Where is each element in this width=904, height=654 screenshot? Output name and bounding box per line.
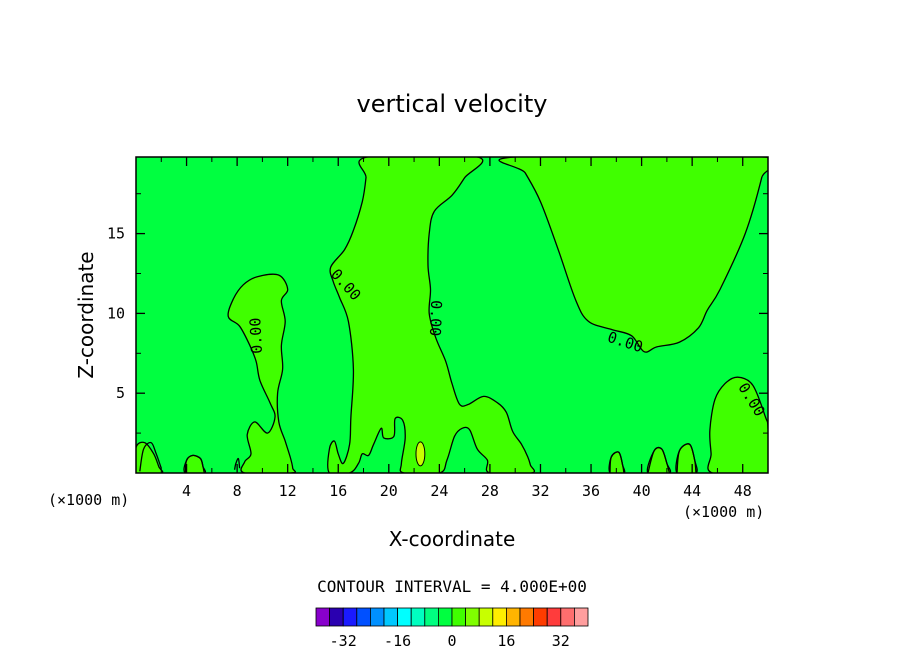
x-tick-label: 24 (430, 482, 448, 500)
colorbar-cell (437, 607, 453, 627)
x-axis: 4 8 12 16 20 24 28 32 36 40 44 48 (160, 157, 752, 500)
colorbar-cell (424, 607, 439, 627)
x-tick-label: 32 (531, 482, 549, 500)
colorbar-tick-label: -16 (384, 632, 411, 650)
contour-line-small-4 (676, 443, 697, 473)
contour-interval-text: CONTOUR INTERVAL = 4.000E+00 (317, 577, 587, 596)
colorbar-cell (329, 607, 344, 627)
colorbar-cell (560, 607, 575, 627)
colorbar-cell (410, 607, 426, 627)
contour-label: 0.00 (246, 317, 266, 354)
colorbar-cell (546, 607, 562, 627)
contour-line-central-plume (327, 157, 536, 473)
contour-line-small-2 (233, 457, 241, 470)
colorbar: -32 -16 0 16 32 (315, 607, 589, 650)
colorbar-tick-label: 32 (552, 632, 570, 650)
y-tick-label: 10 (107, 304, 125, 322)
colorbar-cell (397, 607, 412, 627)
positive-regions (136, 157, 768, 473)
colorbar-cell (383, 607, 399, 627)
x-tick-label: 48 (734, 482, 752, 500)
colorbar-cell (519, 607, 535, 627)
contour-label-group-1: 0.00 (426, 300, 445, 337)
contour-line-left-column (227, 273, 297, 473)
contour-line-small-0 (139, 441, 162, 472)
chart-title: vertical velocity (357, 90, 548, 118)
y-axis: 5 10 15 (107, 193, 768, 434)
positive-region-right-bump (707, 377, 768, 473)
x-unit-right: (×1000 m) (683, 503, 764, 521)
x-tick-label: 28 (481, 482, 499, 500)
x-tick-label: 36 (582, 482, 600, 500)
contour-line-small-5 (609, 451, 625, 473)
colorbar-cell (356, 607, 371, 627)
contour-line-upper-right-lobe (498, 157, 768, 353)
colorbar-cell (505, 607, 521, 627)
colorbar-cell (342, 607, 358, 627)
x-tick-label: 12 (279, 482, 297, 500)
colorbar-cell (315, 607, 331, 627)
small-positive-cell (415, 441, 426, 467)
y-tick-label: 15 (107, 225, 125, 243)
colorbar-cell (478, 607, 494, 627)
contour-label: 0.00 (426, 300, 445, 337)
x-axis-label: X-coordinate (389, 527, 516, 551)
x-tick-label: 20 (380, 482, 398, 500)
x-tick-label: 16 (329, 482, 347, 500)
positive-region-bump-5 (184, 455, 206, 473)
colorbar-cell (369, 607, 385, 627)
contour-line-right-bump (707, 376, 768, 473)
colorbar-cell (492, 607, 507, 627)
colorbar-tick-label: 0 (447, 632, 456, 650)
colorbar-cell (533, 607, 548, 627)
contour-label-group-3: 0.00 (246, 317, 266, 354)
contour-line-small-1 (184, 454, 205, 473)
colorbar-tick-label: 16 (497, 632, 515, 650)
colorbar-cell (451, 607, 467, 627)
zero-contours (136, 157, 768, 473)
positive-region-central-plume (327, 157, 535, 473)
x-tick-label: 40 (633, 482, 651, 500)
contour-line-small-3 (647, 446, 671, 473)
colorbar-cell (574, 607, 589, 627)
contour-line-far-left-blob (136, 441, 164, 473)
positive-region-upper-right-lobe (499, 157, 768, 353)
x-tick-label: 44 (683, 482, 701, 500)
x-tick-label: 8 (233, 482, 242, 500)
y-axis-label: Z-coordinate (74, 251, 98, 378)
plot-frame (135, 156, 769, 474)
x-unit-left: (×1000 m) (48, 491, 129, 509)
plot-area: 0.000.000.000.000.00 (135, 156, 769, 474)
colorbar-cell (465, 607, 480, 627)
colorbar-tick-label: -32 (330, 632, 357, 650)
x-tick-label: 4 (182, 482, 191, 500)
y-tick-label: 5 (116, 384, 125, 402)
